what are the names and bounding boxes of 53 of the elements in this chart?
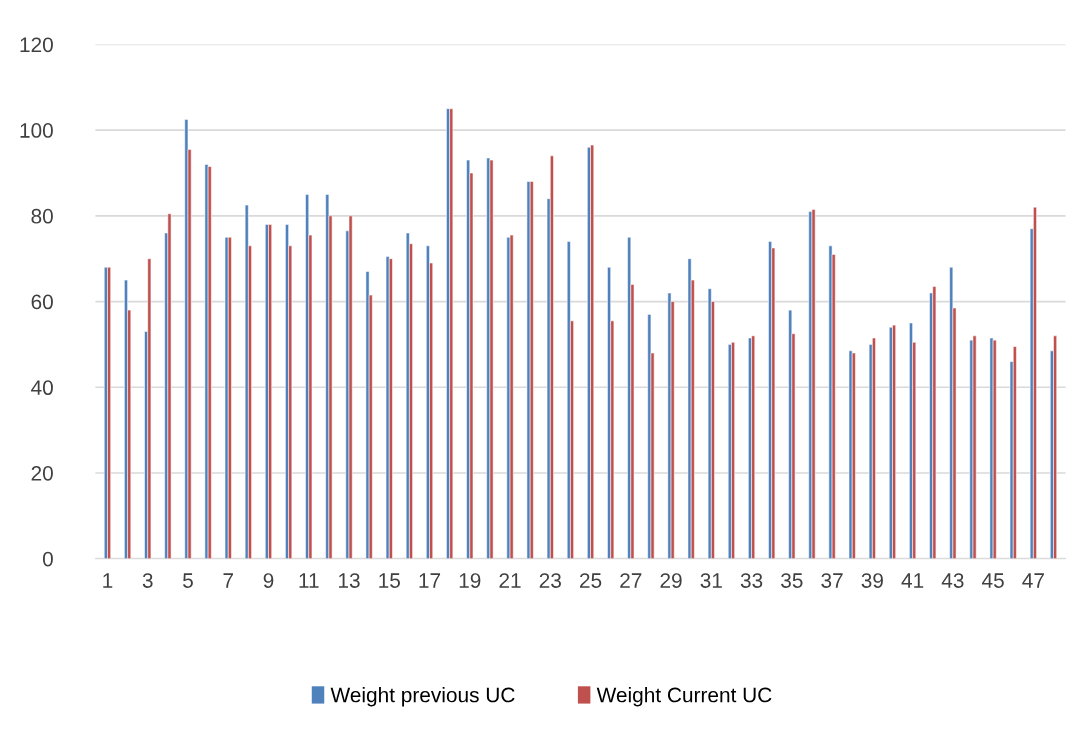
bar bbox=[932, 286, 937, 559]
x-tick-label: 25 bbox=[580, 573, 602, 588]
bar bbox=[348, 215, 353, 559]
x-tick-label: 7 bbox=[223, 573, 233, 588]
bar bbox=[872, 337, 876, 559]
x-tick-label: 3 bbox=[142, 573, 153, 588]
x-tick-label: 13 bbox=[339, 573, 360, 588]
bar bbox=[590, 144, 595, 559]
y-tick-label: 120 bbox=[20, 37, 53, 53]
legend-label: Weight previous UC bbox=[330, 687, 515, 707]
x-tick-label: 19 bbox=[459, 573, 481, 588]
y-tick-label: 100 bbox=[20, 123, 53, 138]
x-tick-label: 45 bbox=[982, 573, 1004, 588]
bar bbox=[449, 108, 454, 559]
x-tick-label: 41 bbox=[901, 573, 924, 588]
y-tick-label: 0 bbox=[42, 551, 53, 567]
y-tick-label: 80 bbox=[31, 208, 53, 224]
legend-label: Weight Current UC bbox=[596, 687, 772, 707]
bar bbox=[1012, 346, 1017, 559]
y-tick-label: 20 bbox=[31, 465, 53, 481]
bar bbox=[1033, 206, 1037, 559]
bar bbox=[892, 324, 896, 559]
x-tick-label: 29 bbox=[660, 573, 682, 588]
x-tick-label: 23 bbox=[539, 573, 561, 588]
bar bbox=[731, 341, 735, 559]
x-tick-label: 47 bbox=[1022, 573, 1044, 588]
bar bbox=[1053, 335, 1057, 559]
x-tick-label: 43 bbox=[941, 573, 964, 588]
x-tick-label: 39 bbox=[861, 573, 883, 588]
bar bbox=[550, 155, 554, 559]
x-tick-label: 17 bbox=[419, 573, 441, 588]
bar bbox=[147, 258, 152, 559]
x-tick-label: 35 bbox=[781, 573, 803, 588]
x-tick-label: 11 bbox=[299, 573, 319, 588]
bar bbox=[972, 335, 977, 559]
x-tick-label: 9 bbox=[263, 573, 274, 588]
x-tick-label: 27 bbox=[620, 573, 642, 588]
bar bbox=[751, 335, 756, 559]
y-tick-label: 40 bbox=[31, 380, 53, 396]
x-tick-label: 5 bbox=[183, 573, 193, 588]
bar bbox=[244, 204, 249, 559]
x-tick-label: 15 bbox=[379, 573, 400, 588]
x-tick-label: 21 bbox=[499, 573, 521, 588]
bar bbox=[687, 258, 692, 559]
x-tick-label: 31 bbox=[700, 573, 722, 588]
bar bbox=[707, 288, 712, 559]
x-tick-label: 1 bbox=[103, 573, 113, 588]
y-tick-label: 60 bbox=[31, 294, 53, 310]
x-tick-label: 33 bbox=[740, 573, 763, 588]
x-tick-label: 37 bbox=[821, 573, 843, 588]
bar bbox=[385, 256, 390, 559]
bar bbox=[167, 213, 172, 559]
bar bbox=[107, 266, 111, 559]
